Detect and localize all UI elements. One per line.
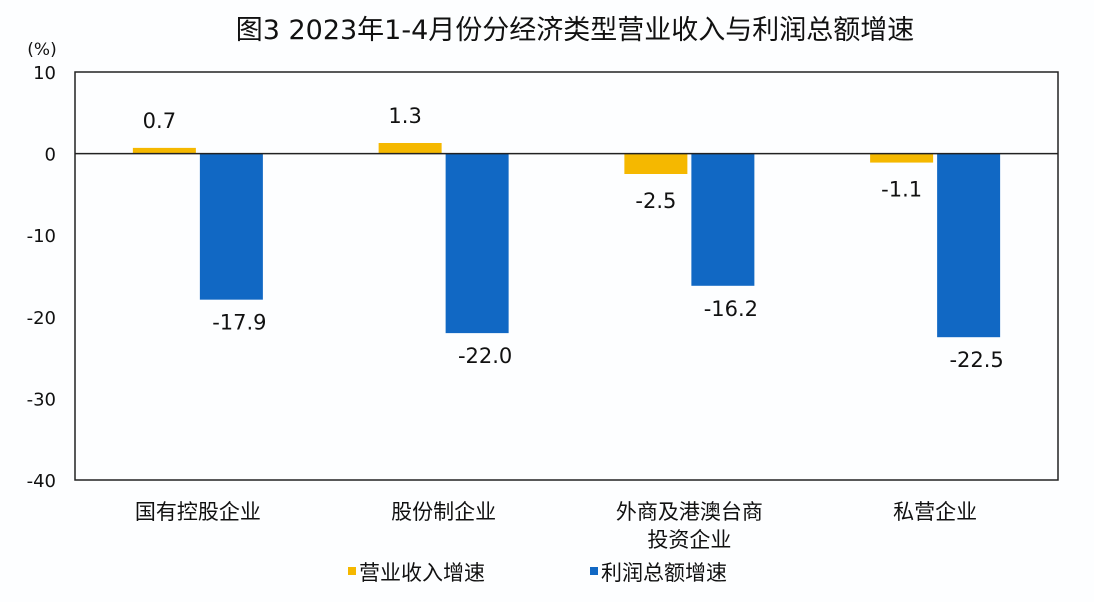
plot-frame (74, 71, 1059, 481)
y-tick-label: -20 (27, 308, 56, 329)
y-tick-label: -10 (27, 226, 56, 247)
x-category-label: 外商及港澳台商 (616, 500, 763, 524)
y-tick-label: 0 (45, 145, 56, 166)
x-category-label: 投资企业 (647, 528, 731, 552)
bar-revenue-growth (378, 142, 442, 154)
y-axis-unit: (%) (27, 40, 56, 60)
y-tick-label: -40 (27, 471, 56, 492)
data-label: -16.2 (704, 297, 758, 321)
data-label: -1.1 (881, 178, 922, 202)
legend-label: 营业收入增速 (359, 561, 485, 585)
x-category-label: 私营企业 (893, 500, 977, 524)
legend-swatch (590, 567, 598, 575)
bar-profit-growth (937, 153, 1001, 338)
data-label: -22.5 (949, 348, 1003, 372)
legend-item: 营业收入增速 (348, 561, 485, 585)
bar-profit-growth (691, 153, 755, 286)
bar-profit-growth (199, 153, 263, 300)
data-label: -2.5 (635, 189, 676, 213)
legend-label: 利润总额增速 (601, 561, 727, 585)
data-label: -17.9 (212, 311, 266, 335)
x-category-label: 国有控股企业 (135, 500, 261, 524)
bar-revenue-growth (870, 153, 934, 163)
y-tick-label: -30 (27, 389, 56, 410)
data-label: 1.3 (388, 104, 421, 128)
data-label: -22.0 (458, 344, 512, 368)
bar-profit-growth (445, 153, 509, 334)
legend-item: 利润总额增速 (590, 561, 727, 585)
bar-revenue-growth (132, 147, 196, 154)
chart-title: 图3 2023年1-4月份分经济类型营业收入与利润总额增速 (236, 15, 915, 46)
x-category-label: 股份制企业 (391, 500, 496, 524)
bar-revenue-growth (624, 153, 688, 174)
y-tick-label: 10 (33, 63, 56, 84)
data-label: 0.7 (143, 109, 176, 133)
legend-swatch (348, 567, 356, 575)
